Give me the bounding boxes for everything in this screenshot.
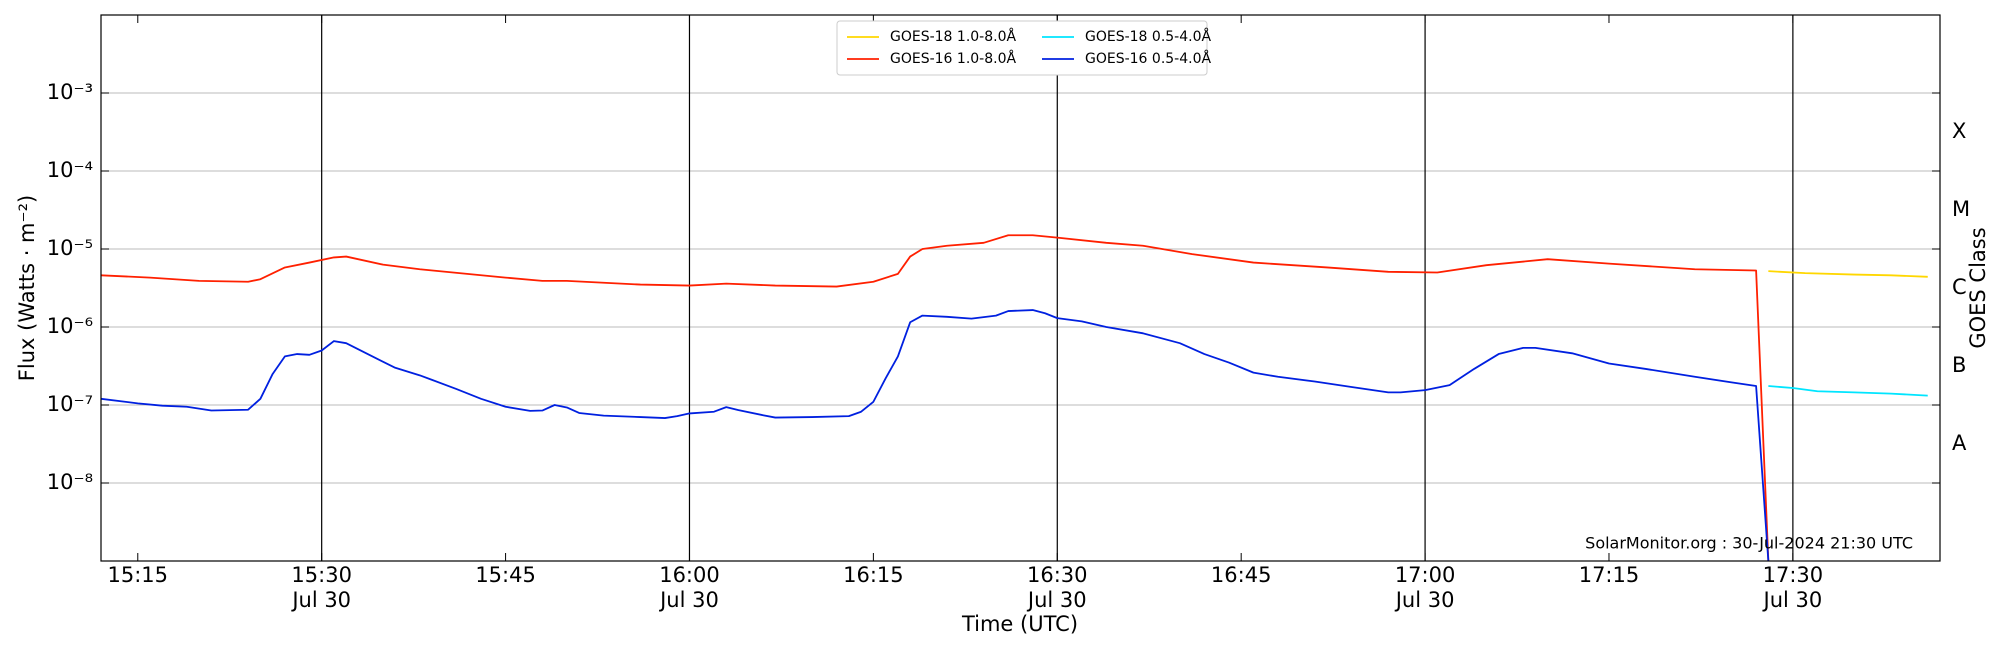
x-tick-label: 16:30	[1027, 563, 1088, 587]
annotation: SolarMonitor.org : 30-Jul-2024 21:30 UTC	[1585, 534, 1913, 553]
x-tick-label: 16:45	[1211, 563, 1272, 587]
legend: GOES-18 1.0-8.0Å GOES-16 1.0-8.0Å GOES-18 …	[836, 20, 1211, 76]
class-label: A	[1952, 431, 1967, 455]
y2-axis-label: GOES Class	[1966, 227, 1990, 348]
x-tick-label: 17:30	[1763, 563, 1824, 587]
x-tick-date: Jul 30	[658, 588, 719, 612]
legend-label: GOES-16 0.5-4.0Å	[1085, 50, 1211, 67]
x-tick-label: 16:00	[659, 563, 720, 587]
x-tick-label: 16:15	[843, 563, 904, 587]
x-tick-label: 15:30	[291, 563, 352, 587]
x-tick-label: 17:00	[1395, 563, 1456, 587]
y-tick-label: 10⁻³	[47, 80, 93, 104]
plot-frame	[100, 14, 1941, 562]
y-tick-label: 10⁻⁷	[47, 392, 93, 416]
y-axis-label: Flux (Watts · m⁻²)	[15, 195, 39, 381]
legend-label: GOES-18 1.0-8.0Å	[890, 28, 1016, 45]
x-tick-label: 17:15	[1579, 563, 1640, 587]
series-line	[101, 309, 1770, 561]
class-label: M	[1952, 197, 1970, 221]
x-tick-date: Jul 30	[290, 588, 351, 612]
plot-lines	[101, 234, 1928, 561]
x-tick-label: 15:15	[108, 563, 169, 587]
y-tick-label: 10⁻⁴	[47, 158, 93, 182]
y-tick-label: 10⁻⁶	[47, 314, 93, 338]
legend-label: GOES-18 0.5-4.0Å	[1085, 28, 1211, 45]
grid	[101, 15, 1940, 561]
legend-box	[836, 20, 1208, 76]
class-label: C	[1952, 275, 1967, 299]
series-line	[1768, 385, 1928, 397]
class-label: B	[1952, 353, 1966, 377]
legend-label: GOES-16 1.0-8.0Å	[890, 50, 1016, 67]
y-tick-label: 10⁻⁵	[47, 236, 93, 260]
x-tick-date: Jul 30	[1026, 588, 1087, 612]
series-line	[101, 234, 1770, 561]
x-tick-date: Jul 30	[1762, 588, 1823, 612]
class-label: X	[1952, 119, 1966, 143]
x-tick-date: Jul 30	[1394, 588, 1455, 612]
x-axis-label: Time (UTC)	[961, 612, 1078, 636]
series-line	[1768, 270, 1928, 278]
y-tick-label: 10⁻⁸	[47, 470, 93, 494]
x-tick-label: 15:45	[475, 563, 536, 587]
